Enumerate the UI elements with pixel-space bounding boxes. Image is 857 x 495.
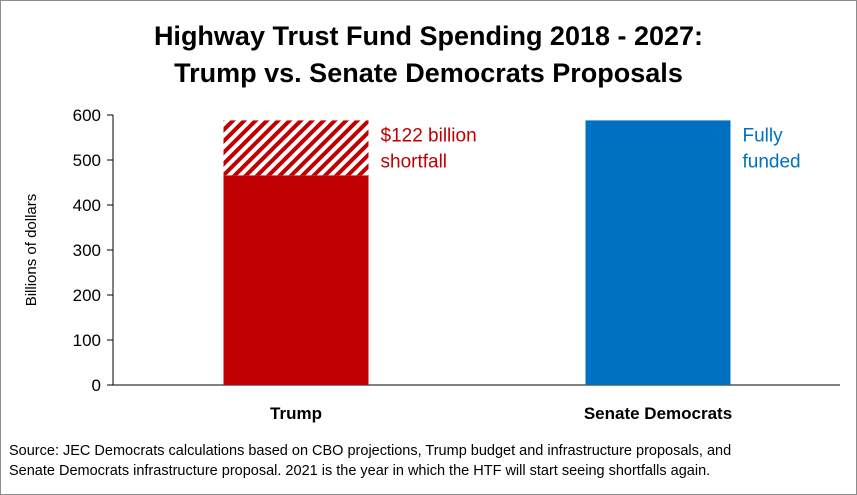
annotation-senate-democrats-line-1: Fully xyxy=(743,125,784,146)
y-tick-label-600: 600 xyxy=(73,106,101,125)
chart-title-line-1: Highway Trust Fund Spending 2018 - 2027: xyxy=(153,21,704,51)
y-tick-label-100: 100 xyxy=(73,331,101,350)
source-note-line-2: Senate Democrats infrastructure proposal… xyxy=(9,463,711,479)
y-tick-label-300: 300 xyxy=(73,241,101,260)
category-label-trump: Trump xyxy=(270,404,322,423)
y-axis-title: Billions of dollars xyxy=(23,194,40,307)
bar-trump-shortfall xyxy=(223,120,369,176)
source-note: Source: JEC Democrats calculations based… xyxy=(9,441,849,481)
annotation-senate-democrats-line-2: funded xyxy=(743,151,801,172)
category-label-senate-democrats: Senate Democrats xyxy=(584,404,732,423)
y-tick-label-0: 0 xyxy=(92,376,101,395)
chart-title: Highway Trust Fund Spending 2018 - 2027:… xyxy=(0,18,857,92)
bar-senate-democrats-funded xyxy=(585,120,731,386)
chart-title-line-2: Trump vs. Senate Democrats Proposals xyxy=(174,58,683,88)
y-tick-label-200: 200 xyxy=(73,286,101,305)
annotation-trump-line-1: $122 billion xyxy=(381,125,477,146)
y-tick-label-400: 400 xyxy=(73,196,101,215)
source-note-line-1: Source: JEC Democrats calculations based… xyxy=(9,443,732,459)
annotation-trump-line-2: shortfall xyxy=(381,151,448,172)
bar-trump-funded xyxy=(223,175,369,385)
y-tick-label-500: 500 xyxy=(73,151,101,170)
